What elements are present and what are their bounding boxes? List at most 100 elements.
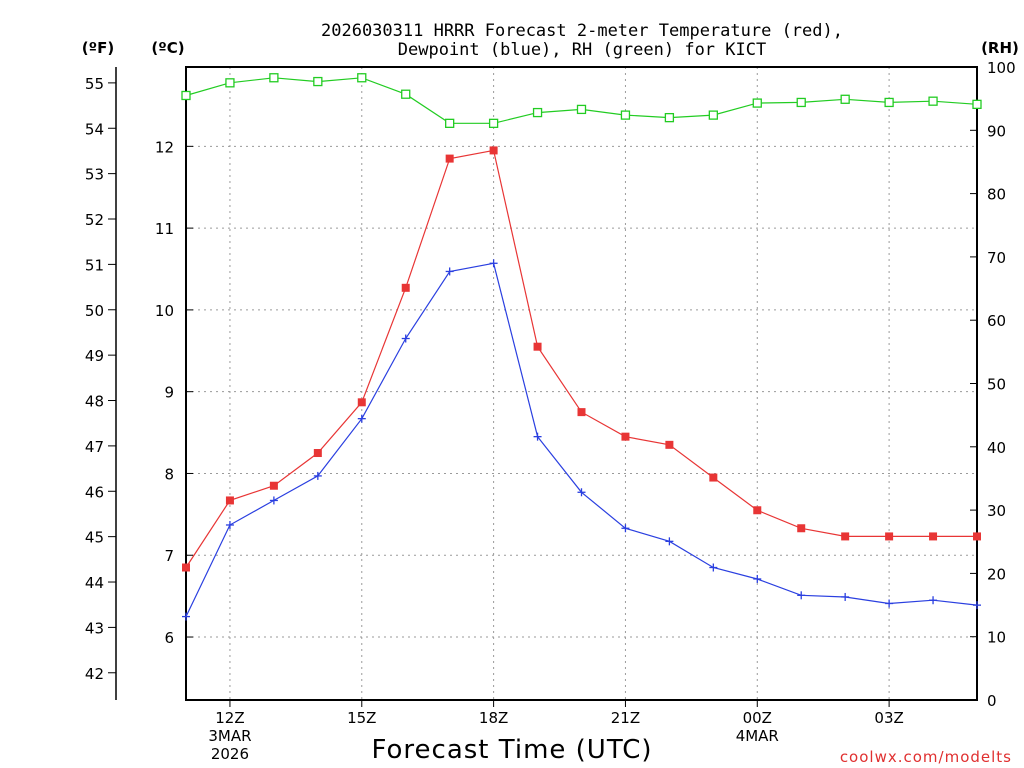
temperature-point [225,496,234,505]
rh-point [796,97,806,108]
rh-point [532,107,543,118]
x-tick-label: 3MAR [208,727,251,745]
temperature-point [753,506,762,515]
fahrenheit-tick-label: 52 [85,211,104,229]
rh-point [225,78,235,88]
dewpoint-point [577,488,586,497]
celsius-tick-label: 8 [164,465,174,483]
fahrenheit-tick-label: 42 [85,665,104,683]
dewpoint-point [797,591,806,600]
temperature-point [313,449,322,458]
series-temperature [182,146,981,572]
chart-title-line2: Dewpoint (blue), RH (green) for KICT [398,40,766,60]
celsius-tick-label: 9 [164,384,174,402]
chart-title-line1: 2026030311 HRRR Forecast 2-meter Tempera… [321,21,843,41]
dewpoint-point [489,259,498,268]
celsius-tick-label: 6 [164,629,174,647]
rh-tick-label: 60 [987,312,1006,330]
temperature-point [665,440,674,449]
dewpoint-point [357,414,366,423]
fahrenheit-tick-label: 54 [85,120,104,138]
dewpoint-point [665,537,674,546]
rh-tick-label: 40 [987,439,1006,457]
fahrenheit-tick-label: 55 [85,75,104,93]
celsius-tick-label: 12 [155,138,174,156]
fahrenheit-tick-label: 50 [85,302,104,320]
rh-point [269,73,279,83]
temperature-point [357,398,366,407]
celsius-tick-label: 11 [155,220,174,238]
temperature-point [797,524,806,533]
x-tick-label: 03Z [874,709,903,727]
rh-tick-label: 70 [987,249,1006,267]
rh-point [181,90,191,101]
dewpoint-point [225,520,234,529]
dewpoint-point [885,599,894,608]
fahrenheit-tick-label: 44 [85,574,104,592]
celsius-unit-label: (ºC) [151,39,184,57]
rh-tick-label: 20 [987,565,1006,583]
temperature-point [269,481,278,490]
rh-point [401,89,411,99]
fahrenheit-tick-label: 46 [85,483,104,501]
temperature-point [401,283,410,292]
dewpoint-point [621,524,630,533]
credit-text: coolwx.com/modelts [840,748,1012,766]
rh-tick-label: 90 [987,122,1006,140]
fahrenheit-tick-label: 48 [85,393,104,411]
x-axis-title: Forecast Time (UTC) [371,735,652,765]
fahrenheit-tick-label: 43 [85,619,104,637]
temperature-point [489,146,498,155]
rh-point [620,110,631,120]
fahrenheit-tick-label: 53 [85,166,104,184]
rh-point [708,110,718,120]
temperature-point [445,154,454,163]
rh-point [576,104,587,115]
fahrenheit-unit-label: (ºF) [82,39,114,57]
dewpoint-point [445,267,454,276]
temperature-point [577,408,586,417]
temperature-point [885,532,894,541]
fahrenheit-tick-label: 45 [85,529,104,547]
dewpoint-point [401,334,410,343]
rh-point [445,118,455,128]
rh-point [840,94,850,104]
dewpoint-point [709,563,718,572]
dewpoint-point [841,592,850,601]
dewpoint-point [929,596,938,605]
rh-tick-label: 80 [987,186,1006,204]
rh-point [884,97,894,108]
dewpoint-point [182,612,190,621]
x-tick-label: 15Z [347,709,376,727]
rh-tick-label: 30 [987,502,1006,520]
rh-tick-label: 0 [987,692,997,710]
series-rh [181,73,982,128]
rh-point [357,73,367,83]
dewpoint-point [533,432,542,441]
rh-tick-label: 50 [987,376,1006,394]
celsius-tick-label: 10 [155,302,174,320]
temperature-point [182,563,190,572]
rh-unit-label: (RH) [981,39,1019,57]
x-tick-label: 00Z [743,709,772,727]
rh-point [664,112,675,123]
rh-point [313,76,323,87]
rh-tick-label: 100 [987,59,1016,77]
temperature-point [621,432,630,441]
rh-tick-label: 10 [987,629,1006,647]
celsius-tick-label: 7 [164,547,174,565]
rh-point [752,98,762,108]
dewpoint-point [313,471,322,480]
dewpoint-line [185,262,978,617]
fahrenheit-tick-label: 51 [85,256,104,274]
series [181,73,982,621]
temperature-point [533,342,542,351]
rh-point [928,96,938,106]
temperature-point [709,473,718,482]
temperature-point [929,532,938,541]
grid [186,67,977,700]
rh-point [972,99,982,109]
plot-frame [185,66,978,701]
temperature-point [973,532,981,541]
